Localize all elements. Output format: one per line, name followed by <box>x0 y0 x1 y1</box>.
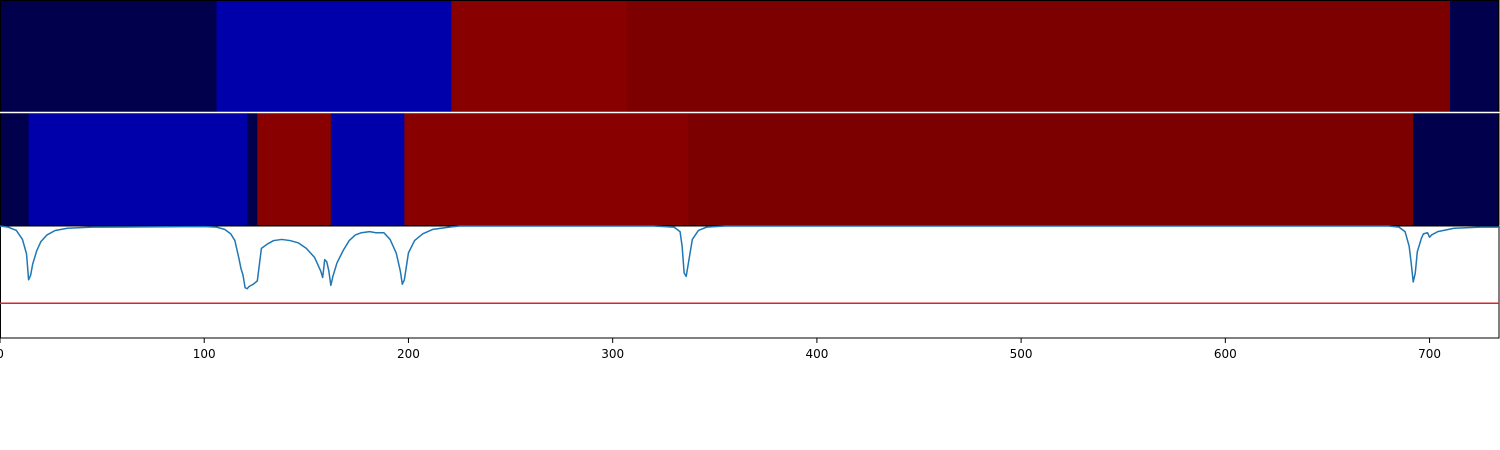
x-tick-label-300: 300 <box>601 347 624 361</box>
heatmap-track-1-segment-2 <box>216 0 452 112</box>
series-line <box>0 225 1499 290</box>
line-plot-frame <box>0 225 1500 339</box>
heatmap-track-2-segment-1 <box>0 113 30 225</box>
heatmap-track-2-segment-7 <box>688 113 1414 225</box>
x-tick-label-200: 200 <box>397 347 420 361</box>
heatmap-track-2-segment-5 <box>330 113 405 225</box>
heatmap-track-1-segment-5 <box>1449 0 1500 112</box>
heatmap-track-2-segment-6 <box>404 113 689 225</box>
heatmap-track-2-segment-8 <box>1413 113 1500 225</box>
x-tick-label-700: 700 <box>1418 347 1441 361</box>
x-tick-label-400: 400 <box>805 347 828 361</box>
x-tick-label-100: 100 <box>193 347 216 361</box>
x-tick-label-0: 0 <box>0 347 4 361</box>
x-tick-label-600: 600 <box>1214 347 1237 361</box>
x-tick-label-500: 500 <box>1010 347 1033 361</box>
line-plot-panel <box>0 225 1500 339</box>
x-axis: 0 100 200 300 400 500 600 700 <box>0 338 1441 361</box>
heatmap-tracks <box>0 0 1500 225</box>
heatmap-track-2-segment-3 <box>247 113 258 225</box>
heatmap-track-2-segment-4 <box>257 113 332 225</box>
heatmap-track-1-segment-3 <box>451 0 628 112</box>
heatmap-track-1-segment-4 <box>626 0 1451 112</box>
heatmap-track-1-segment-1 <box>0 0 217 112</box>
heatmap-track-2-segment-2 <box>28 113 248 225</box>
